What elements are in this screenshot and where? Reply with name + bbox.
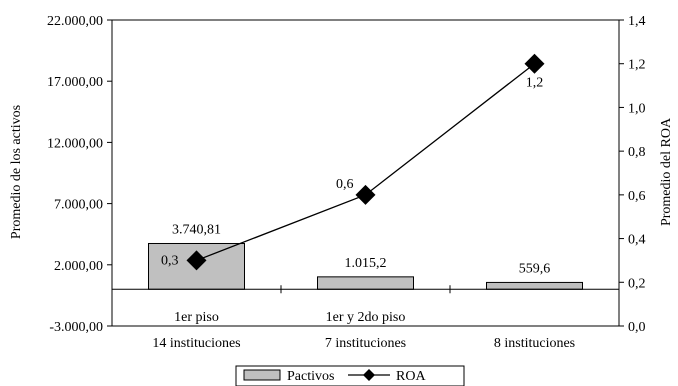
legend-marker-roa	[363, 369, 375, 381]
bar-pactivos-2	[486, 281, 583, 290]
bar-pactivos-1	[317, 276, 414, 290]
left-axis-tick-label: 2.000,00	[54, 259, 103, 274]
category-label-line2: 8 instituciones	[494, 336, 575, 351]
left-axis-title: Promedio de los activos	[9, 105, 24, 239]
roa-marker-0	[186, 250, 207, 271]
left-axis: -3.000,00 2.000,00 7.000,00 12.000,00 17.000…	[47, 14, 112, 335]
right-axis-title: Promedio del ROA	[659, 117, 674, 226]
category-label-line2: 14 instituciones	[152, 336, 240, 351]
line-series	[186, 53, 545, 271]
roa-marker-1	[355, 184, 376, 205]
legend: Pactivos ROA	[235, 365, 465, 386]
left-axis-tick-label: -3.000,00	[49, 320, 103, 335]
left-axis-tick-label: 17.000,00	[47, 75, 103, 90]
data-labels: 3.740,81 1.015,2 559,6 0,3 0,6 1,2	[161, 76, 550, 277]
bar-value-label: 559,6	[519, 261, 551, 276]
right-axis-tick-label: 1,4	[628, 14, 646, 29]
left-axis-tick-label: 12.000,00	[47, 136, 103, 151]
category-label-line1: 1er y 2do piso	[326, 310, 406, 325]
roa-marker-2	[524, 53, 545, 74]
right-axis-tick-label: 1,0	[628, 101, 646, 116]
left-axis-tick-label: 22.000,00	[47, 14, 103, 29]
roa-value-label: 0,3	[161, 253, 179, 268]
bar-value-label: 3.740,81	[172, 222, 221, 237]
plot-border	[111, 19, 620, 327]
legend-swatch-pactivos	[243, 369, 281, 381]
left-axis-tick-label: 7.000,00	[54, 198, 103, 213]
category-label-line1: 1er piso	[174, 310, 219, 325]
roa-value-label: 1,2	[526, 76, 544, 91]
legend-label-pactivos: Pactivos	[287, 369, 334, 384]
line-roa	[196, 63, 535, 262]
x-axis: 1er piso 14 instituciones 1er y 2do piso 7 …	[111, 285, 620, 351]
right-axis-tick-label: 1,2	[628, 58, 646, 73]
bar-value-label: 1.015,2	[345, 256, 387, 271]
category-label-line2: 7 instituciones	[325, 336, 406, 351]
right-axis: 0,0 0,2 0,4 0,6 0,8 1,0 1,2 1,4	[619, 14, 646, 335]
right-axis-tick-label: 0,0	[628, 320, 646, 335]
right-axis-tick-label: 0,4	[628, 233, 646, 248]
legend-label-roa: ROA	[396, 369, 426, 384]
right-axis-tick-label: 0,8	[628, 145, 646, 160]
right-axis-tick-label: 0,2	[628, 276, 646, 291]
plot-frame	[111, 19, 620, 327]
roa-value-label: 0,6	[336, 177, 354, 192]
legend-box	[235, 365, 465, 386]
right-axis-tick-label: 0,6	[628, 189, 646, 204]
